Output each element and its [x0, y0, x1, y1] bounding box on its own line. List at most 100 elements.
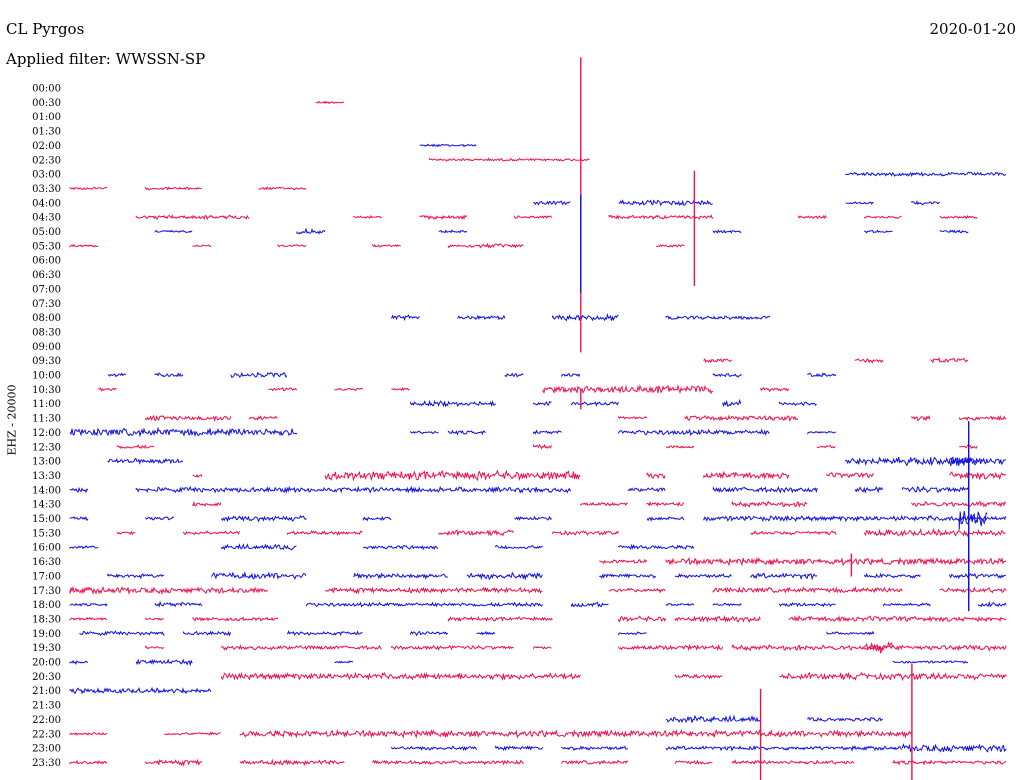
tick-label: 15:00: [32, 514, 61, 525]
trace-segment: [419, 143, 477, 148]
trace-segment: [864, 527, 1006, 538]
trace-segment: [703, 358, 733, 364]
trace-segment: [239, 758, 345, 767]
trace-segment: [69, 731, 108, 736]
trace-segment: [599, 573, 657, 579]
trace-segment: [618, 615, 667, 623]
trace-segment: [145, 617, 164, 621]
trace-segment: [192, 473, 203, 478]
trace-segment: [854, 486, 884, 494]
tick-label: 03:30: [32, 184, 61, 195]
tick-label: 05:30: [32, 241, 61, 252]
trace-segment: [665, 556, 1007, 567]
trace-segment: [731, 500, 808, 508]
trace-segment: [220, 644, 382, 651]
trace-segment: [287, 630, 363, 637]
trace-segment: [807, 430, 836, 435]
trace-segment: [514, 215, 553, 219]
trace-segment: [618, 631, 647, 636]
tick-label: 20:30: [32, 672, 61, 683]
trace-segment: [618, 643, 724, 652]
trace-segment: [362, 515, 392, 522]
trace-segment: [826, 630, 875, 636]
tick-label: 14:30: [32, 500, 61, 511]
trace-segment: [608, 214, 714, 221]
trace-segment: [807, 372, 837, 378]
trace-segment: [570, 601, 609, 608]
trace-segment: [69, 426, 298, 438]
trace-segment: [324, 586, 543, 595]
trace-segment: [277, 243, 307, 248]
trace-segment: [447, 615, 553, 623]
trace-segment: [958, 414, 1007, 422]
trace-segment: [552, 530, 619, 536]
trace-segment: [731, 643, 1007, 652]
trace-segment: [570, 401, 619, 407]
trace-segment: [779, 601, 836, 608]
trace-segment: [69, 585, 269, 596]
trace-segment: [476, 631, 496, 636]
tick-label: 09:30: [32, 356, 61, 367]
trace-segment: [845, 456, 1007, 467]
trace-segment: [296, 227, 326, 235]
tick-label: 07:00: [32, 284, 61, 295]
tick-label: 11:30: [32, 414, 61, 425]
tick-label: 01:00: [32, 112, 61, 123]
trace-segment: [930, 357, 969, 364]
trace-segment: [807, 716, 884, 722]
tick-label: 22:00: [32, 715, 61, 726]
tick-label: 12:30: [32, 442, 61, 453]
seismic-traces: [69, 100, 1007, 767]
trace-segment: [353, 572, 448, 580]
trace-segment: [561, 759, 629, 765]
trace-segment: [674, 614, 761, 623]
trace-segment: [372, 759, 524, 766]
tick-label: 06:00: [32, 256, 61, 267]
tick-label: 15:30: [32, 528, 61, 539]
trace-segment: [911, 415, 931, 422]
trace-segment: [703, 514, 1007, 523]
trace-segment: [618, 415, 648, 420]
trace-segment: [211, 571, 307, 581]
tick-label: 11:00: [32, 399, 61, 410]
trace-segment: [362, 544, 439, 551]
trace-segment: [608, 587, 666, 594]
trace-segment: [674, 573, 732, 579]
trace-segment: [712, 585, 903, 594]
trace-segment: [949, 456, 978, 467]
trace-segment: [334, 387, 364, 391]
trace-segment: [864, 572, 921, 579]
tick-label: 00:00: [32, 84, 61, 95]
time-tick-labels: 00:00 00:30 01:00 01:30 02:00 02:30 03:00 03:30…: [32, 84, 61, 769]
trace-segment: [712, 373, 742, 378]
trace-segment: [892, 660, 969, 664]
trace-segment: [183, 530, 240, 536]
trace-segment: [712, 229, 742, 234]
trace-segment: [845, 201, 874, 205]
trace-segment: [107, 457, 184, 465]
trace-segment: [779, 671, 1007, 682]
tick-label: 17:30: [32, 586, 61, 597]
trace-segment: [939, 229, 969, 234]
trace-segment: [154, 600, 203, 608]
tick-label: 23:30: [32, 758, 61, 769]
trace-segment: [561, 372, 581, 378]
trace-segment: [145, 645, 165, 650]
trace-segment: [665, 744, 903, 752]
trace-segment: [268, 387, 298, 392]
trace-segment: [145, 186, 202, 191]
trace-segment: [533, 200, 571, 206]
trace-segment: [627, 487, 666, 493]
trace-segment: [712, 486, 818, 494]
trace-segment: [334, 660, 354, 664]
tick-label: 10:30: [32, 385, 61, 396]
seismic-spikes: [580, 57, 970, 780]
trace-segment: [779, 401, 817, 407]
trace-segment: [788, 615, 1007, 623]
trace-segment: [447, 242, 524, 249]
trace-segment: [372, 243, 401, 248]
trace-segment: [69, 686, 212, 695]
trace-segment: [107, 573, 164, 580]
tick-label: 22:30: [32, 729, 61, 740]
trace-segment: [145, 516, 175, 521]
